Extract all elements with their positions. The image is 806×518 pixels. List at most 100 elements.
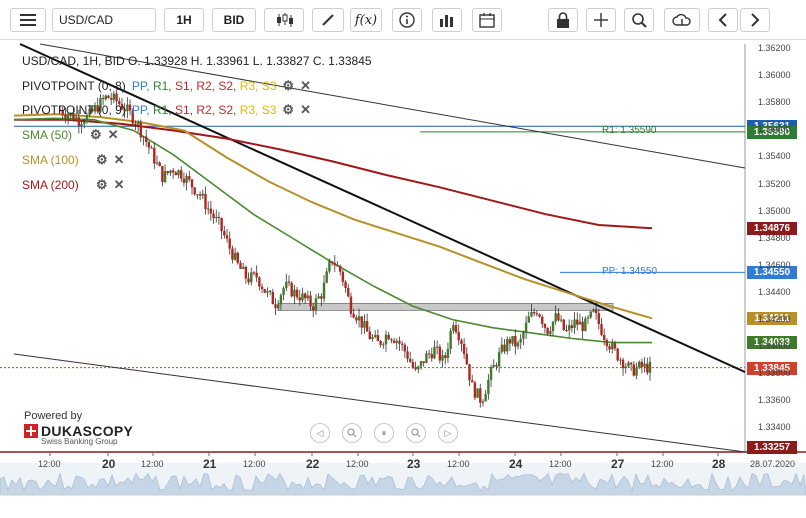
candle-body [185, 176, 188, 183]
candle-body [578, 321, 582, 325]
volume-button[interactable] [432, 8, 462, 32]
candle-body [204, 193, 207, 210]
settings-icon[interactable]: ⚙ [96, 177, 108, 192]
candle-body [225, 235, 229, 239]
candle-body [325, 271, 328, 283]
time-tick-label: 12:00 [38, 459, 61, 469]
settings-icon[interactable]: ⚙ [282, 102, 295, 117]
close-icon[interactable]: ✕ [113, 152, 125, 167]
calendar-button[interactable] [472, 8, 502, 32]
zoom-button[interactable] [624, 8, 654, 32]
zoom-in-button[interactable] [406, 423, 426, 443]
candle-body [250, 272, 253, 283]
candle-body [446, 348, 450, 359]
candle-body [91, 108, 94, 112]
candle-body [241, 266, 245, 269]
bar-chart-icon [440, 15, 453, 27]
reset-button[interactable]: ⏸ [374, 423, 394, 443]
candle-body [231, 248, 234, 260]
scroll-left-button[interactable] [708, 8, 738, 32]
candle-body [365, 321, 369, 332]
candle-body [473, 382, 477, 398]
menu-button[interactable] [10, 8, 46, 32]
chevron-left-icon [718, 13, 727, 27]
candle-body [589, 311, 592, 318]
candle-body [379, 341, 382, 345]
indicators-button[interactable]: f(x) [350, 8, 382, 32]
upload-button[interactable] [664, 8, 700, 32]
price-tick-label: 1.35400 [758, 151, 791, 162]
lock-icon [557, 12, 569, 28]
pivot-item-pp: PP, [131, 79, 153, 93]
candle-body [352, 313, 355, 318]
candle-body [338, 265, 342, 272]
candle-body [295, 289, 299, 298]
lock-button[interactable] [548, 8, 578, 32]
candle-body [341, 271, 345, 282]
time-tick-label: 12:00 [141, 459, 164, 469]
candle-body [193, 187, 196, 195]
price-tick-label: 1.34800 [758, 232, 791, 243]
price-tick-label: 1.35800 [758, 97, 791, 108]
pivot-item-r1: R1, [152, 103, 175, 117]
candle-body [414, 367, 417, 370]
candle-body [99, 97, 102, 112]
pencil-icon [322, 14, 334, 26]
pivot-item-s2: S2, [218, 79, 240, 93]
chart-type-button[interactable] [264, 8, 304, 32]
pivot-item-r3: R3, [239, 103, 262, 117]
dukascopy-subtitle: Swiss Banking Group [41, 437, 118, 446]
crosshair-button[interactable] [586, 8, 616, 32]
candle-body [101, 97, 105, 100]
info-button[interactable] [392, 8, 422, 32]
candle-body [551, 321, 555, 332]
price-chart[interactable] [0, 40, 806, 518]
settings-icon[interactable]: ⚙ [282, 78, 295, 93]
candle-body [107, 95, 110, 99]
candle-body [627, 362, 630, 367]
timeframe-button[interactable]: 1H [164, 8, 204, 32]
price-tick-label: 1.33800 [758, 367, 791, 378]
scroll-forward-button[interactable]: ▷ [438, 423, 458, 443]
calendar-icon [479, 13, 495, 28]
candle-body [314, 298, 318, 311]
pivot-item-r2: R2, [196, 103, 219, 117]
scroll-right-button[interactable] [740, 8, 770, 32]
price-tick-label: 1.34000 [758, 340, 791, 351]
candle-body [260, 286, 264, 290]
time-tick-label: 21 [203, 457, 217, 471]
close-icon[interactable]: ✕ [113, 177, 125, 192]
draw-tool-button[interactable] [312, 8, 344, 32]
symbol-input[interactable]: USD/CAD [52, 8, 156, 32]
candle-body [355, 317, 358, 321]
candle-body [425, 353, 428, 364]
candle-body [333, 263, 336, 266]
candle-body [417, 366, 420, 370]
price-side-button[interactable]: BID [212, 8, 256, 32]
close-icon[interactable]: ✕ [300, 102, 311, 117]
scroll-back-button[interactable]: ◁ [310, 423, 330, 443]
candle-body [328, 261, 331, 272]
candle-body [562, 319, 565, 331]
candle-body [646, 363, 649, 373]
settings-icon[interactable]: ⚙ [96, 152, 108, 167]
close-icon[interactable]: ✕ [107, 127, 119, 142]
settings-icon[interactable]: ⚙ [90, 127, 102, 142]
candle-body [400, 343, 404, 345]
candle-body [497, 352, 501, 367]
candle-body [80, 123, 83, 126]
price-tick-label: 1.35000 [758, 205, 791, 216]
candle-body [182, 178, 186, 183]
candle-body [66, 114, 70, 119]
candle-body [169, 170, 172, 174]
candle-body [268, 290, 272, 292]
zoom-out-button[interactable] [342, 423, 362, 443]
candle-body [546, 327, 549, 334]
candle-body [527, 316, 530, 323]
candle-body [500, 344, 504, 353]
candle-body [395, 340, 398, 343]
candle-body [215, 216, 218, 219]
candle-body [376, 335, 380, 342]
close-icon[interactable]: ✕ [300, 78, 311, 93]
candle-body [433, 346, 436, 359]
